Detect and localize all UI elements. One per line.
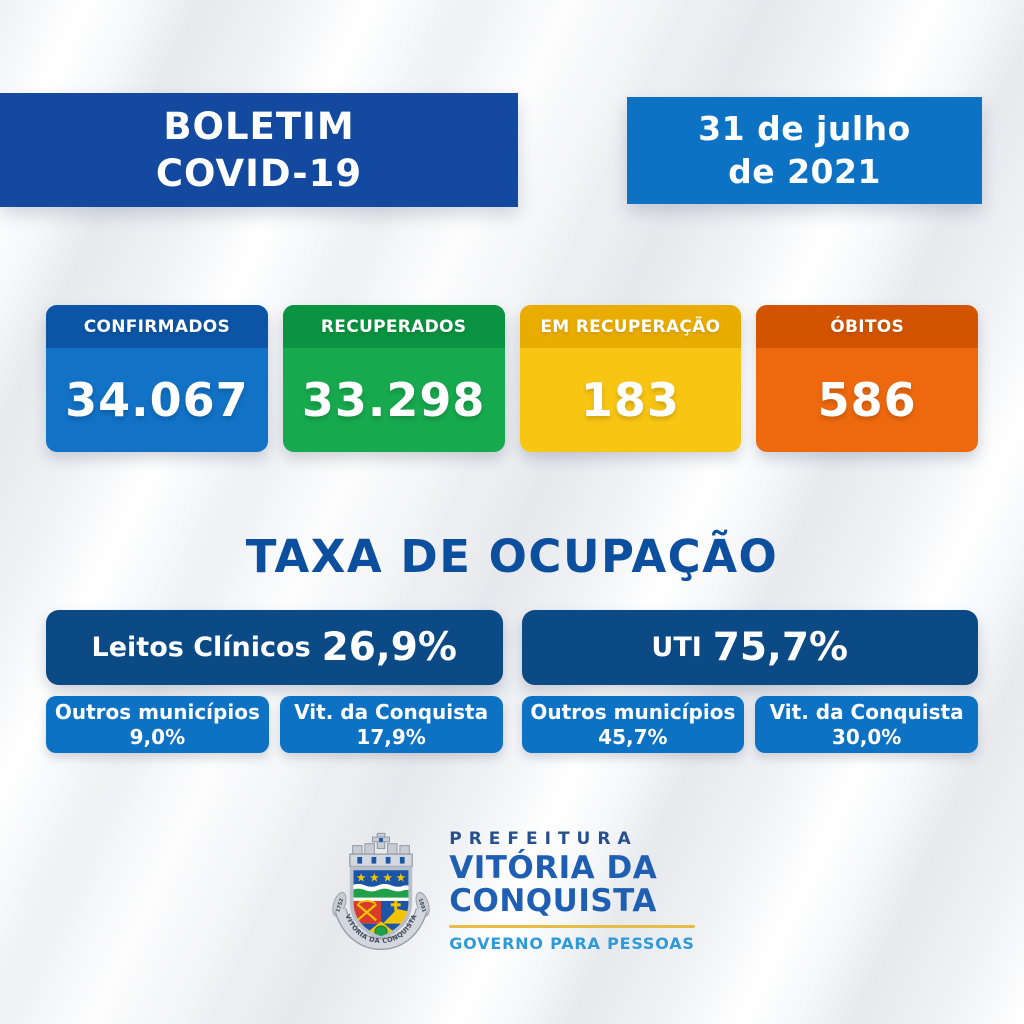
uti-outros-municipios-label: Outros municípios [530, 700, 736, 725]
stat-card-obitos: ÓBITOS 586 [756, 305, 978, 452]
coat-of-arms-icon: VITÓRIA DA CONQUISTA 1752 1891 [332, 832, 430, 951]
leitos-vit-conquista-card: Vit. da Conquista 17,9% [279, 696, 503, 753]
uti-vit-conquista-label: Vit. da Conquista [769, 700, 964, 725]
leitos-vit-conquista-label: Vit. da Conquista [294, 700, 489, 725]
stat-value-em-recuperacao: 183 [580, 373, 680, 427]
stat-card-em-recuperacao: EM RECUPERAÇÃO 183 [519, 305, 742, 452]
date-banner: 31 de julho de 2021 [627, 97, 982, 204]
uti-outros-municipios-value: 45,7% [598, 724, 668, 749]
org-divider [449, 924, 695, 928]
org-wordmark: PREFEITURA VITÓRIA DA CONQUISTA GOVERNO … [449, 829, 695, 953]
leitos-vit-conquista-value: 17,9% [356, 724, 426, 749]
stats-row: CONFIRMADOS 34.067 RECUPERADOS 33.298 EM… [46, 305, 978, 452]
org-slogan: GOVERNO PARA PESSOAS [449, 933, 695, 953]
prefeitura-logo: VITÓRIA DA CONQUISTA 1752 1891 PREFEITUR… [0, 828, 1024, 954]
uti-breakdown: Outros municípios 45,7% Vit. da Conquist… [521, 696, 978, 753]
org-name-line2: CONQUISTA [449, 882, 657, 919]
stat-label-recuperados: RECUPERADOS [282, 305, 505, 348]
leitos-clinicos-value: 26,9% [321, 625, 457, 670]
bulletin-title-line1: BOLETIM [163, 104, 355, 148]
stat-label-obitos: ÓBITOS [756, 305, 978, 348]
uti-vit-conquista-card: Vit. da Conquista 30,0% [755, 696, 978, 753]
org-prefeitura-label: PREFEITURA [449, 829, 638, 850]
date-line1: 31 de julho [698, 108, 911, 148]
leitos-outros-municipios-value: 9,0% [129, 724, 186, 749]
stat-value-obitos: 586 [817, 373, 917, 427]
org-name-line1: VITÓRIA DA [449, 850, 658, 887]
stat-value-confirmados: 34.067 [65, 373, 249, 427]
date-line2: de 2021 [728, 151, 881, 191]
crest-year-left: 1752 [335, 897, 345, 913]
stat-label-em-recuperacao: EM RECUPERAÇÃO [519, 305, 742, 348]
occupancy-title: TAXA DE OCUPAÇÃO [245, 530, 779, 583]
leitos-clinicos-label: Leitos Clínicos [91, 632, 311, 663]
uti-vit-conquista-value: 30,0% [831, 724, 902, 749]
bulletin-title: BOLETIM COVID-19 [156, 103, 362, 198]
leitos-clinicos-breakdown: Outros municípios 9,0% Vit. da Conquista… [46, 696, 503, 753]
crest-year-right: 1891 [417, 898, 427, 914]
stat-value-recuperados: 33.298 [301, 373, 486, 427]
stat-label-confirmados: CONFIRMADOS [46, 305, 268, 348]
uti-bar: UTI 75,7% [521, 610, 978, 685]
leitos-clinicos-bar: Leitos Clínicos 26,9% [46, 610, 503, 685]
bulletin-title-line2: COVID-19 [155, 152, 363, 195]
uti-outros-municipios-card: Outros municípios 45,7% [521, 696, 745, 753]
stat-card-confirmados: CONFIRMADOS 34.067 [46, 305, 268, 452]
occupancy-group-uti: UTI 75,7% Outros municípios 45,7% Vit. d… [521, 610, 978, 753]
uti-label: UTI [651, 632, 702, 663]
stat-card-recuperados: RECUPERADOS 33.298 [282, 305, 505, 452]
occupancy-section: Leitos Clínicos 26,9% Outros municípios … [46, 610, 978, 753]
bulletin-date: 31 de julho de 2021 [698, 108, 911, 194]
occupancy-group-leitos-clinicos: Leitos Clínicos 26,9% Outros municípios … [46, 610, 503, 753]
leitos-outros-municipios-label: Outros municípios [54, 700, 260, 725]
uti-value: 75,7% [712, 625, 849, 670]
leitos-outros-municipios-card: Outros municípios 9,0% [46, 696, 269, 753]
bulletin-title-banner: BOLETIM COVID-19 [0, 93, 518, 207]
crest-crown [349, 832, 414, 867]
